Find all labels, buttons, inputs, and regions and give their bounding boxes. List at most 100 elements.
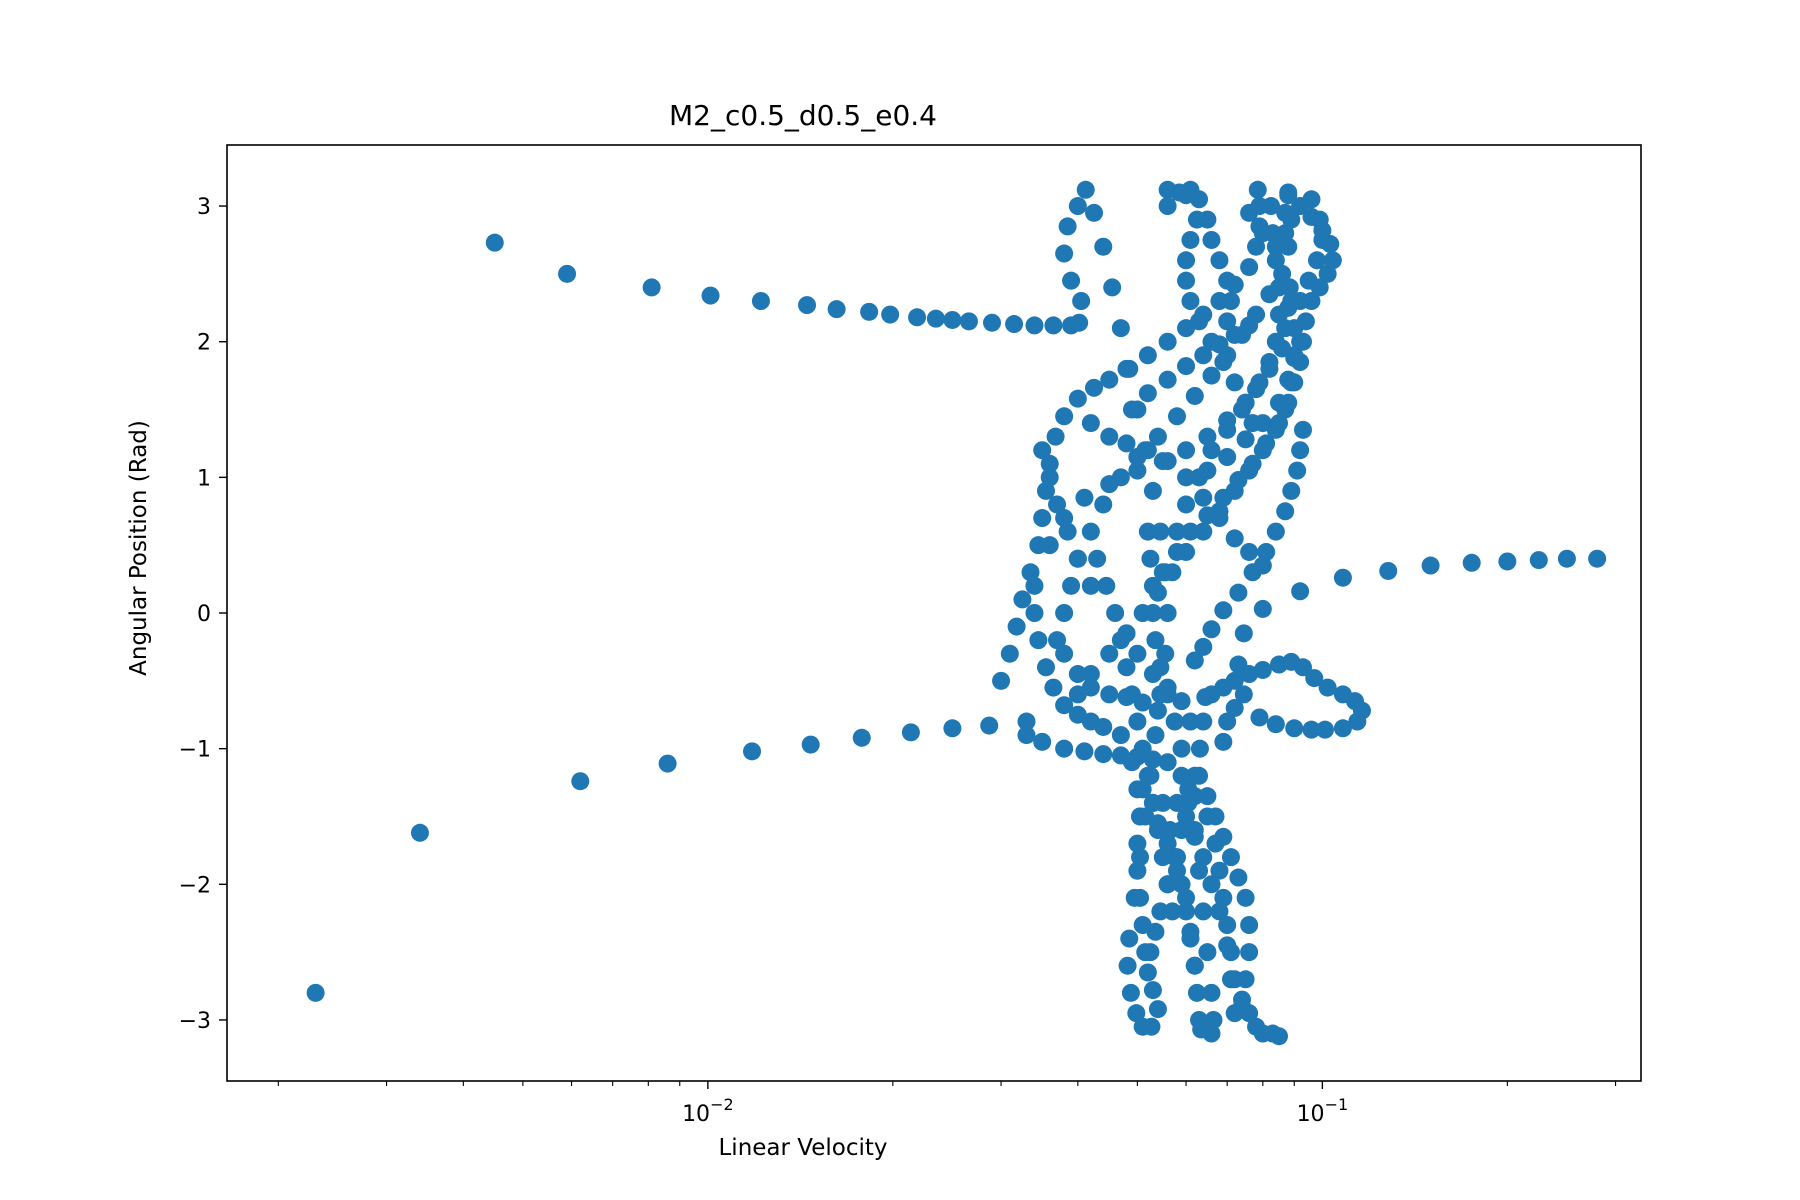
data-point — [1257, 542, 1276, 561]
data-point — [1266, 715, 1285, 734]
data-point — [1225, 698, 1244, 717]
data-point — [1121, 983, 1140, 1002]
y-axis-label: Angular Position (Rad) — [126, 420, 152, 676]
data-point — [1247, 237, 1266, 256]
data-point — [1323, 251, 1342, 270]
data-point — [1185, 386, 1204, 405]
data-point — [1000, 644, 1019, 663]
data-point — [1158, 452, 1177, 471]
data-point — [1181, 522, 1200, 541]
data-point — [1081, 414, 1100, 433]
data-point — [1240, 203, 1259, 222]
data-point — [1279, 237, 1298, 256]
data-point — [1214, 732, 1233, 751]
data-point — [1421, 556, 1440, 575]
data-point — [1236, 430, 1255, 449]
data-point — [1128, 780, 1147, 799]
data-point — [1202, 230, 1221, 249]
data-point — [1158, 678, 1177, 697]
data-point — [1158, 604, 1177, 622]
data-point — [1094, 717, 1113, 736]
data-point — [852, 728, 871, 747]
data-point — [1253, 599, 1272, 618]
data-point — [1198, 943, 1217, 962]
data-point — [1128, 644, 1147, 663]
data-point — [1143, 981, 1162, 1000]
data-point — [1143, 481, 1162, 500]
data-point — [1177, 495, 1196, 514]
data-point — [1141, 549, 1160, 568]
data-point — [1165, 712, 1184, 731]
data-point — [1081, 522, 1100, 541]
data-point — [1279, 186, 1298, 205]
data-point — [1005, 315, 1024, 334]
data-point — [642, 278, 661, 297]
data-point — [1194, 346, 1213, 365]
data-point — [1167, 848, 1186, 867]
data-point — [1194, 902, 1213, 921]
data-point — [1294, 658, 1312, 677]
data-point — [1210, 902, 1229, 921]
data-point — [943, 310, 962, 329]
data-point — [1128, 712, 1147, 731]
data-point — [1148, 701, 1167, 720]
data-point — [860, 302, 879, 321]
data-point — [1048, 631, 1067, 650]
data-point — [1229, 655, 1248, 674]
data-point — [1100, 370, 1119, 389]
data-point — [1158, 834, 1177, 853]
data-point — [1214, 888, 1233, 907]
data-point — [701, 286, 720, 305]
data-point — [1187, 983, 1206, 1002]
data-point — [1316, 720, 1335, 739]
data-point — [1250, 708, 1269, 727]
data-point — [1033, 509, 1052, 528]
data-point — [1206, 807, 1225, 826]
x-tick-label-base: 10 — [1297, 1102, 1325, 1127]
data-point — [1013, 590, 1032, 609]
data-point — [1068, 389, 1087, 408]
data-point — [1177, 888, 1196, 907]
data-point — [1143, 604, 1162, 622]
data-point — [1194, 522, 1213, 541]
data-point — [1202, 983, 1221, 1002]
data-point — [1133, 916, 1152, 934]
data-point — [943, 719, 962, 738]
data-point — [1276, 203, 1295, 222]
data-point — [1040, 536, 1059, 555]
data-point — [1068, 197, 1087, 216]
data-point — [1148, 1000, 1167, 1019]
data-point — [1055, 739, 1074, 758]
data-point — [1106, 604, 1125, 622]
data-point — [1194, 488, 1213, 507]
data-point — [1285, 373, 1304, 392]
data-point — [1138, 766, 1157, 785]
y-tick-label: −3 — [179, 1009, 211, 1034]
data-point — [1055, 509, 1074, 528]
data-point — [571, 772, 590, 791]
data-point — [1299, 271, 1318, 290]
data-point — [1029, 631, 1048, 650]
data-point — [1243, 563, 1262, 582]
plot-frame — [226, 144, 1642, 1082]
data-point — [1058, 217, 1077, 236]
data-point — [1040, 454, 1059, 473]
data-point — [1198, 506, 1217, 525]
data-point — [1262, 197, 1281, 216]
data-point — [1218, 448, 1237, 466]
data-point — [1117, 688, 1136, 707]
data-point — [1100, 685, 1119, 704]
data-point — [1273, 264, 1292, 283]
data-point — [798, 296, 817, 315]
data-point — [1234, 685, 1253, 704]
data-point — [1172, 875, 1191, 894]
data-point — [1266, 251, 1285, 270]
data-point — [1240, 542, 1259, 561]
data-point — [1218, 936, 1237, 955]
data-point — [1007, 617, 1026, 636]
data-point — [1120, 929, 1139, 948]
data-point — [1075, 742, 1094, 761]
data-point — [1017, 726, 1036, 745]
data-point — [1138, 441, 1157, 460]
